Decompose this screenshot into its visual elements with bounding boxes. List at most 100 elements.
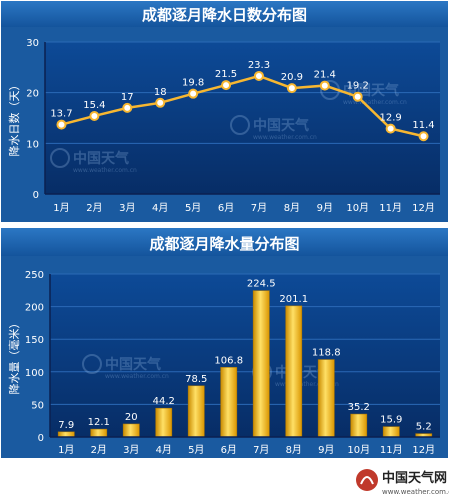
x-tick-label: 10月: [346, 202, 369, 214]
x-tick-label: 2月: [86, 202, 102, 214]
data-label: 5.2: [416, 422, 432, 433]
x-tick-label: 4月: [156, 444, 172, 456]
data-label: 15.4: [83, 100, 105, 111]
data-label: 18: [154, 87, 167, 98]
x-tick-label: 1月: [58, 444, 74, 456]
y-tick-label: 200: [25, 303, 44, 314]
y-tick-label: 50: [31, 400, 44, 411]
x-tick-label: 6月: [221, 444, 237, 456]
bar: [90, 428, 108, 438]
y-tick-label: 100: [25, 368, 44, 379]
x-tick-label: 10月: [347, 444, 370, 456]
watermark-url: www.weather.com.cn: [105, 373, 169, 380]
data-label: 13.7: [50, 109, 72, 120]
weather-logo-mark: [360, 476, 374, 485]
data-label: 12.9: [379, 113, 401, 124]
data-label: 44.2: [153, 396, 175, 407]
bar: [155, 407, 173, 438]
data-label: 7.9: [58, 420, 74, 431]
watermark-brand: 中国天气: [73, 150, 129, 167]
data-label: 19.8: [182, 78, 204, 89]
chart1-watermarks: 中国天气www.weather.com.cn中国天气www.weather.co…: [50, 80, 407, 174]
x-tick-label: 11月: [379, 202, 402, 214]
x-tick-label: 12月: [412, 444, 435, 456]
watermark-url: www.weather.com.cn: [275, 381, 339, 388]
footer-logo: 中国天气网 www.weather.com.cn: [356, 469, 449, 496]
watermark-globe-icon: [230, 115, 250, 135]
footer-url: www.weather.com.cn: [382, 488, 449, 496]
data-label: 23.3: [248, 60, 270, 71]
data-label: 106.8: [214, 355, 243, 366]
x-tick-label: 6月: [218, 202, 234, 214]
x-tick-label: 5月: [185, 202, 201, 214]
data-point: [89, 110, 100, 121]
data-point: [286, 83, 297, 94]
data-label: 118.8: [312, 348, 341, 359]
x-tick-label: 9月: [317, 202, 333, 214]
x-tick-label: 2月: [91, 444, 107, 456]
data-point: [122, 102, 133, 113]
data-label: 11.4: [412, 120, 434, 131]
chart1-y-tick-labels: 0 10 20 30: [26, 38, 39, 201]
data-point: [221, 80, 232, 91]
data-point: [319, 80, 330, 91]
y-tick-label: 150: [25, 335, 44, 346]
data-label: 224.5: [247, 279, 276, 290]
chart2-y-axis-label: 降水量（毫米）: [7, 318, 21, 395]
x-tick-label: 11月: [380, 444, 403, 456]
data-label: 12.1: [88, 417, 110, 428]
data-point: [56, 119, 67, 130]
chart1-title-bar: [1, 1, 448, 27]
bar: [382, 426, 400, 438]
data-point: [385, 123, 396, 134]
series-line: [61, 74, 424, 138]
data-label: 201.1: [279, 294, 308, 305]
chart1-x-tick-labels: 1月 2月 3月 4月 5月 6月 7月 8月 9月 10月 11月 12月: [53, 202, 435, 214]
data-label: 17: [121, 92, 134, 103]
chart2-x-tick-labels: 1月 2月 3月 4月 5月 6月 7月 8月 9月 10月 11月 12月: [58, 444, 435, 456]
y-tick-label: 0: [38, 433, 44, 444]
x-tick-label: 5月: [188, 444, 204, 456]
watermark-url: www.weather.com.cn: [253, 134, 317, 141]
watermark-brand: 中国天气: [105, 356, 161, 373]
chart1-series: 13.7 15.4 17 18 19.8 21.5 23.3 20.9 21.4 19.2 12.9…: [50, 60, 435, 142]
bar: [350, 413, 368, 438]
footer-brand: 中国天气网: [382, 470, 447, 486]
data-point: [418, 131, 429, 142]
data-point: [352, 91, 363, 102]
y-tick-label: 20: [26, 89, 39, 100]
bar: [285, 305, 303, 438]
y-tick-label: 250: [25, 270, 44, 281]
y-tick-label: 10: [26, 139, 39, 150]
bar: [57, 431, 75, 438]
chart1-plot-area: [45, 42, 440, 194]
chart2-y-tick-labels: 0 50 100 150 200 250: [25, 270, 44, 444]
x-tick-label: 8月: [286, 444, 302, 456]
data-label: 78.5: [185, 374, 207, 385]
x-tick-label: 12月: [412, 202, 435, 214]
data-label: 19.2: [347, 81, 369, 92]
data-label: 20: [125, 412, 138, 423]
data-label: 20.9: [281, 72, 303, 83]
x-tick-label: 4月: [152, 202, 168, 214]
data-point: [188, 88, 199, 99]
x-tick-label: 3月: [123, 444, 139, 456]
chart1-title: 成都逐月降水日数分布图: [142, 6, 307, 24]
watermark-globe-icon: [82, 354, 102, 374]
bar: [220, 367, 238, 438]
data-label: 15.9: [380, 415, 402, 426]
x-tick-label: 7月: [253, 444, 269, 456]
chart2-plot-area: [50, 274, 440, 437]
watermark-url: www.weather.com.cn: [73, 167, 137, 174]
chart2-gridlines: [50, 273, 440, 405]
y-tick-label: 0: [33, 190, 39, 201]
x-tick-label: 3月: [119, 202, 135, 214]
data-point: [155, 97, 166, 108]
chart1-gridlines: [45, 41, 440, 144]
chart2-title: 成都逐月降水量分布图: [149, 235, 299, 253]
